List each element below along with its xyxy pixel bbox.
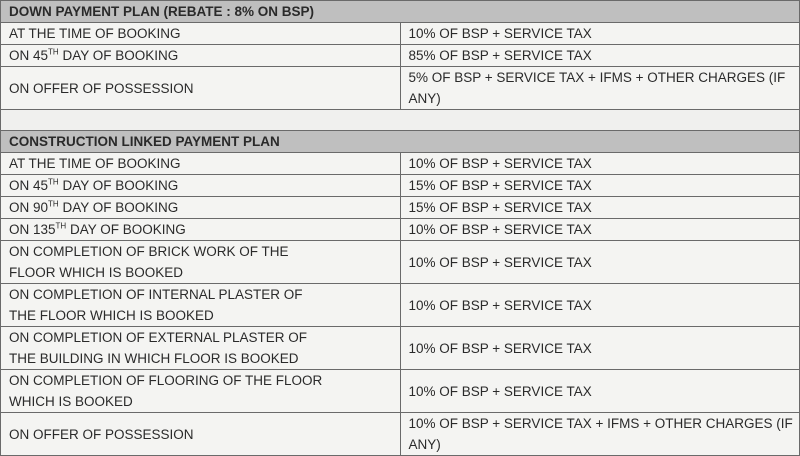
stage-cell: ON COMPLETION OF BRICK WORK OF THE FLOOR … (0, 240, 401, 284)
stage-cell: ON OFFER OF POSSESSION (0, 66, 401, 110)
payment-cell: 10% OF BSP + SERVICE TAX + IFMS + OTHER … (399, 412, 800, 456)
table-row: ON OFFER OF POSSESSION 5% OF BSP + SERVIC… (0, 66, 800, 110)
section-title: CONSTRUCTION LINKED PAYMENT PLAN (0, 130, 800, 153)
table-row: ON 135TH DAY OF BOOKING 10% OF BSP + SERV… (0, 218, 800, 241)
stage-cell: ON COMPLETION OF FLOORING OF THE FLOOR WH… (0, 369, 401, 413)
section-title: DOWN PAYMENT PLAN (REBATE : 8% ON BSP) (0, 0, 800, 23)
table-row: ON 45TH DAY OF BOOKING 15% OF BSP + SERVI… (0, 174, 800, 197)
stage-cell: AT THE TIME OF BOOKING (0, 22, 401, 45)
stage-cell: ON 135TH DAY OF BOOKING (0, 218, 401, 241)
table-row: ON 90TH DAY OF BOOKING 15% OF BSP + SERVI… (0, 196, 800, 219)
table-row: ON COMPLETION OF EXTERNAL PLASTER OF THE … (0, 326, 800, 370)
stage-cell: ON COMPLETION OF EXTERNAL PLASTER OF THE … (0, 326, 401, 370)
table-row: ON COMPLETION OF BRICK WORK OF THE FLOOR … (0, 240, 800, 284)
payment-cell: 15% OF BSP + SERVICE TAX (399, 196, 800, 219)
payment-cell: 10% OF BSP + SERVICE TAX (399, 283, 800, 327)
table-row: ON 45TH DAY OF BOOKING 85% OF BSP + SERVI… (0, 44, 800, 67)
spacer-row (0, 109, 800, 131)
payment-cell: 10% OF BSP + SERVICE TAX (399, 218, 800, 241)
stage-cell: ON COMPLETION OF INTERNAL PLASTER OF THE … (0, 283, 401, 327)
table-row: ON OFFER OF POSSESSION 10% OF BSP + SERVI… (0, 412, 800, 456)
payment-cell: 5% OF BSP + SERVICE TAX + IFMS + OTHER C… (399, 66, 800, 110)
table-row: AT THE TIME OF BOOKING 10% OF BSP + SERVI… (0, 152, 800, 175)
table-row: ON COMPLETION OF FLOORING OF THE FLOOR WH… (0, 369, 800, 413)
stage-cell: ON 90TH DAY OF BOOKING (0, 196, 401, 219)
down-payment-header: DOWN PAYMENT PLAN (REBATE : 8% ON BSP) (0, 0, 800, 23)
table-row: ON COMPLETION OF INTERNAL PLASTER OF THE … (0, 283, 800, 327)
payment-cell: 10% OF BSP + SERVICE TAX (399, 326, 800, 370)
stage-cell: ON 45TH DAY OF BOOKING (0, 174, 401, 197)
stage-cell: ON OFFER OF POSSESSION (0, 412, 401, 456)
payment-cell: 10% OF BSP + SERVICE TAX (399, 369, 800, 413)
payment-cell: 10% OF BSP + SERVICE TAX (399, 240, 800, 284)
payment-cell: 10% OF BSP + SERVICE TAX (399, 22, 800, 45)
stage-cell: ON 45TH DAY OF BOOKING (0, 44, 401, 67)
payment-cell: 15% OF BSP + SERVICE TAX (399, 174, 800, 197)
construction-linked-header: CONSTRUCTION LINKED PAYMENT PLAN (0, 130, 800, 153)
table-row: AT THE TIME OF BOOKING 10% OF BSP + SERVI… (0, 22, 800, 45)
payment-cell: 85% OF BSP + SERVICE TAX (399, 44, 800, 67)
stage-cell: AT THE TIME OF BOOKING (0, 152, 401, 175)
payment-cell: 10% OF BSP + SERVICE TAX (399, 152, 800, 175)
